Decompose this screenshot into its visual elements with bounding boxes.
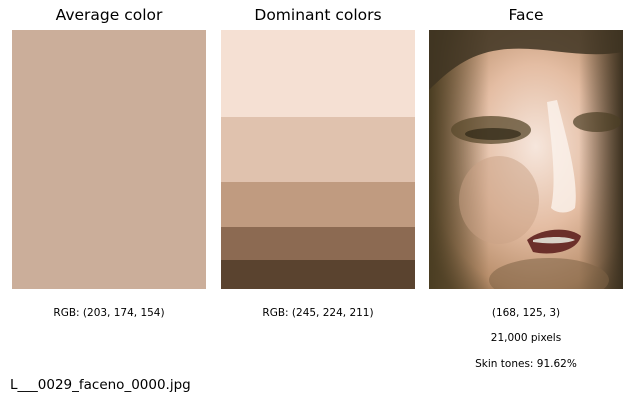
dominant-colors-caption: RGB: (245, 224, 211)	[262, 307, 374, 319]
average-color-title: Average color	[55, 6, 163, 24]
image-filename: L___0029_faceno_0000.jpg	[10, 377, 191, 393]
dominant-color-band	[221, 227, 415, 260]
dominant-colors-stack	[221, 30, 415, 289]
dominant-color-band	[221, 259, 415, 289]
face-title: Face	[508, 6, 544, 24]
face-image	[429, 30, 623, 289]
dominant-color-band	[221, 30, 415, 118]
face-pixel-count: 21,000 pixels	[490, 332, 562, 344]
dominant-colors-panel	[221, 30, 415, 289]
average-color-swatch	[12, 30, 206, 289]
face-illustration	[429, 30, 623, 289]
dominant-color-band	[221, 117, 415, 183]
average-color-panel	[12, 30, 206, 289]
dominant-color-band	[221, 182, 415, 228]
dominant-colors-title: Dominant colors	[254, 6, 382, 24]
face-color-caption: (168, 125, 3)	[491, 307, 561, 319]
face-skin-tones: Skin tones: 91.62%	[475, 358, 577, 370]
average-color-caption: RGB: (203, 174, 154)	[53, 307, 165, 319]
